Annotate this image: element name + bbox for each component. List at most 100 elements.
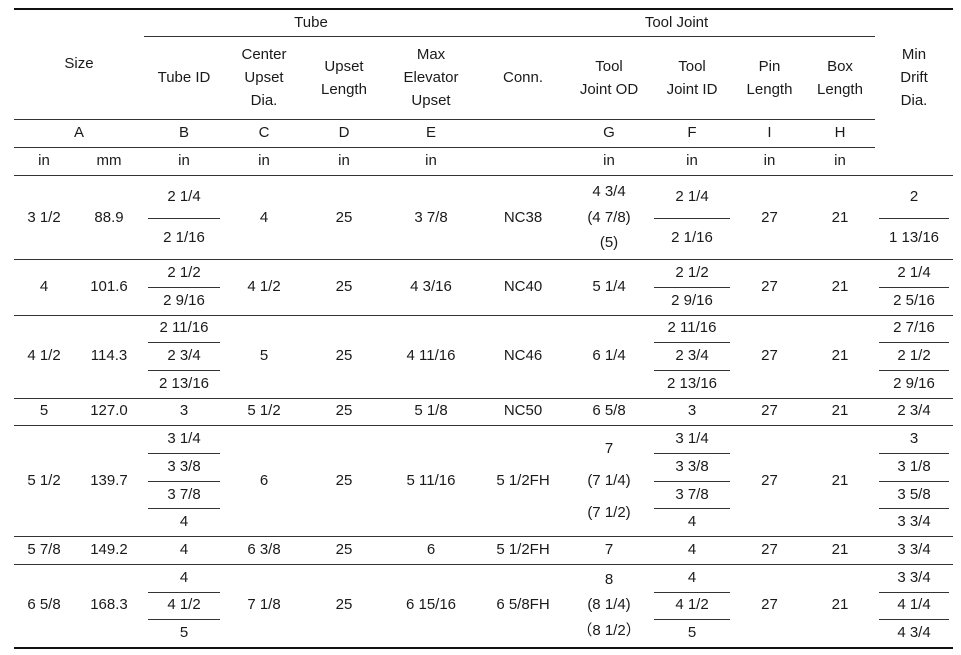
- cell-tj-id-value: 3 1/4: [675, 430, 709, 448]
- sub-divider: [654, 453, 730, 454]
- header-min-drift-line: Drift: [900, 69, 928, 86]
- cell-pin: 27: [761, 471, 778, 489]
- cell-pin: 27: [761, 402, 778, 420]
- header-center-upset-line: Center: [241, 46, 287, 63]
- header-min-drift-line: Min: [901, 46, 927, 63]
- sub-divider: [654, 508, 730, 509]
- letter-upset-length: D: [338, 124, 350, 141]
- tj-od-value: (8 1/4): [587, 596, 631, 614]
- cell-upset-len: 25: [335, 208, 353, 226]
- header-tube-group: Tube: [294, 14, 328, 31]
- cell-center: 6 3/8: [247, 540, 281, 558]
- header-max-elevator-line: Upset: [411, 92, 451, 109]
- letter-size: A: [73, 124, 84, 141]
- cell-max-elev: 4 11/16: [406, 347, 456, 365]
- tj-od-value: 4 3/4: [592, 183, 626, 201]
- cell-tube-id-value: 2 3/4: [167, 347, 201, 365]
- unit-tool-joint-od: in: [603, 152, 615, 169]
- cell-conn: 6 5/8FH: [496, 596, 550, 614]
- row-divider: [14, 425, 953, 426]
- header-tube-id: Tube ID: [157, 69, 211, 86]
- cell-tj-od: 6 5/8: [568, 398, 650, 426]
- unit-tool-joint-id: in: [686, 152, 698, 169]
- cell-drift-value: 2 3/4: [897, 402, 931, 420]
- cell-drift-value: 4 1/4: [897, 596, 931, 614]
- cell-tube-id-value: 3: [179, 402, 189, 420]
- header-tool-joint-od: Tool Joint OD: [568, 37, 650, 119]
- row-divider: [14, 315, 953, 316]
- sub-divider: [879, 481, 949, 482]
- cell-tj-od: 7 (7 1/4) (7 1/2): [568, 425, 650, 536]
- header-center-upset-line: Dia.: [250, 92, 278, 109]
- header-size: Size: [64, 55, 94, 72]
- letter-unit-divider: [14, 147, 875, 148]
- cell-drift-value: 2: [909, 187, 919, 205]
- cell-drift-value: 3 1/8: [897, 457, 931, 475]
- cell-tj-id-value: 4: [687, 513, 697, 531]
- sub-divider: [654, 287, 730, 288]
- table-bottom-border: [14, 647, 953, 649]
- letter-tube-id: B: [178, 124, 189, 141]
- sub-divider: [879, 592, 949, 593]
- header-tool-joint-id-line: Tool: [678, 57, 706, 75]
- cell-pin: 27: [761, 347, 778, 365]
- cell-size-mm: 168.3: [90, 596, 128, 614]
- cell-drift-value: 2 7/16: [893, 319, 935, 337]
- cell-size-mm: 139.7: [90, 471, 128, 489]
- header-min-drift-dia: Min Drift Dia.: [875, 9, 953, 147]
- cell-upset-len: 25: [335, 596, 353, 614]
- tj-od-value: (7 1/4): [587, 471, 631, 489]
- cell-tj-id-value: 2 1/16: [671, 229, 713, 247]
- row-divider: [14, 398, 953, 399]
- cell-tube-id-value: 4 1/2: [167, 596, 201, 614]
- header-box-length-line: Box: [827, 57, 853, 75]
- cell-tube-id-value: 2 13/16: [158, 374, 210, 392]
- sub-divider: [654, 218, 730, 219]
- row-divider: [14, 536, 953, 537]
- cell-size-in: 6 5/8: [27, 596, 61, 614]
- cell-max-elev: 5 11/16: [406, 471, 456, 489]
- unit-size-in: in: [38, 152, 50, 169]
- sub-divider: [148, 592, 220, 593]
- sub-divider: [879, 508, 949, 509]
- cell-size-in: 3 1/2: [27, 208, 61, 226]
- sub-divider: [879, 619, 949, 620]
- cell-size-in: 4: [39, 277, 49, 295]
- sub-divider: [654, 342, 730, 343]
- sub-divider: [654, 592, 730, 593]
- tj-od-value: (5): [599, 233, 619, 251]
- cell-max-elev: 4 3/16: [410, 277, 452, 295]
- tool-joint-group-underline: [478, 36, 875, 37]
- sub-divider: [148, 287, 220, 288]
- cell-size-mm: 101.6: [90, 277, 128, 295]
- header-pin-length: Pin Length: [734, 37, 805, 119]
- header-letter-divider: [14, 119, 875, 120]
- cell-tj-id-value: 3: [687, 402, 697, 420]
- cell-conn: 5 1/2FH: [496, 540, 550, 558]
- row-divider: [14, 564, 953, 565]
- cell-size-in: 4 1/2: [27, 347, 61, 365]
- header-upset-length-line: Length: [321, 80, 367, 98]
- cell-tj-id-value: 4: [687, 540, 697, 558]
- tj-od-value: 8: [604, 571, 614, 589]
- cell-tube-id-value: 2 9/16: [163, 291, 205, 309]
- sub-divider: [879, 287, 949, 288]
- cell-tj-id-value: 4: [687, 568, 697, 586]
- tj-od-value: 6 1/4: [592, 347, 626, 365]
- header-max-elevator-line: Max: [416, 46, 446, 63]
- cell-drift-value: 4 3/4: [897, 624, 931, 642]
- letter-tool-joint-id: F: [687, 124, 697, 141]
- cell-tj-id-value: 5: [687, 624, 697, 642]
- cell-tube-id-value: 2 11/16: [159, 319, 209, 337]
- unit-size-mm: mm: [96, 152, 122, 169]
- tj-od-value: (4 7/8): [587, 208, 631, 226]
- sub-divider: [654, 481, 730, 482]
- unit-pin-length: in: [763, 152, 776, 169]
- tj-od-value: 5 1/4: [592, 277, 626, 295]
- unit-box-length: in: [834, 152, 846, 169]
- cell-drift-value: 2 1/4: [897, 263, 931, 281]
- cell-drift-value: 1 13/16: [888, 229, 940, 247]
- sub-divider: [879, 370, 949, 371]
- tj-od-value: 7: [604, 540, 614, 558]
